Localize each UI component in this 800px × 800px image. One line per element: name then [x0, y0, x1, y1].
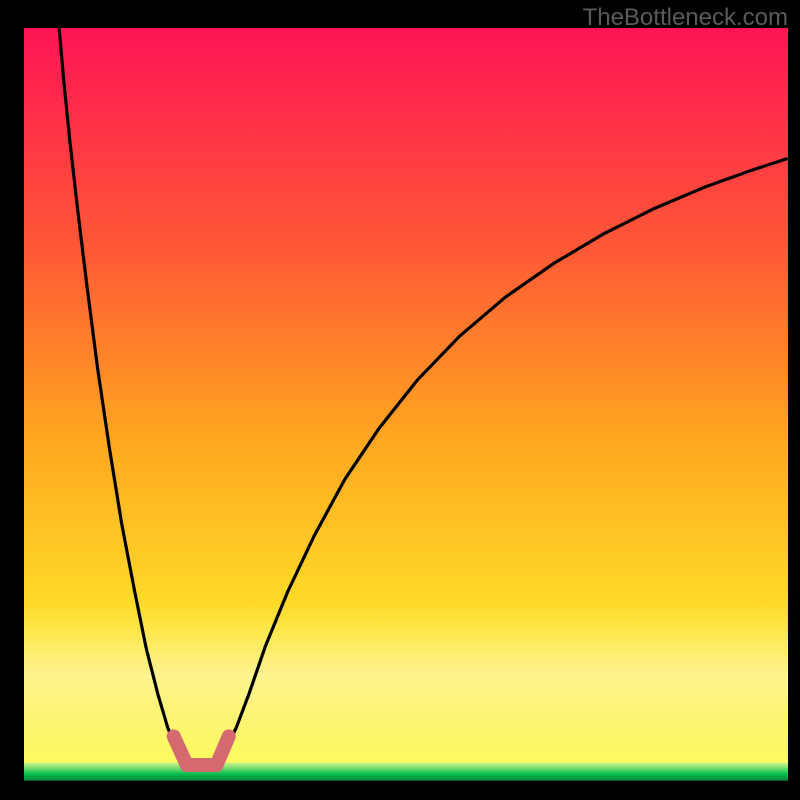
bottom-stripe	[24, 778, 788, 781]
bottleneck-chart: TheBottleneck.com	[0, 0, 800, 800]
haze-band	[24, 603, 788, 762]
chart-svg	[0, 0, 800, 800]
watermark-text: TheBottleneck.com	[583, 4, 788, 32]
